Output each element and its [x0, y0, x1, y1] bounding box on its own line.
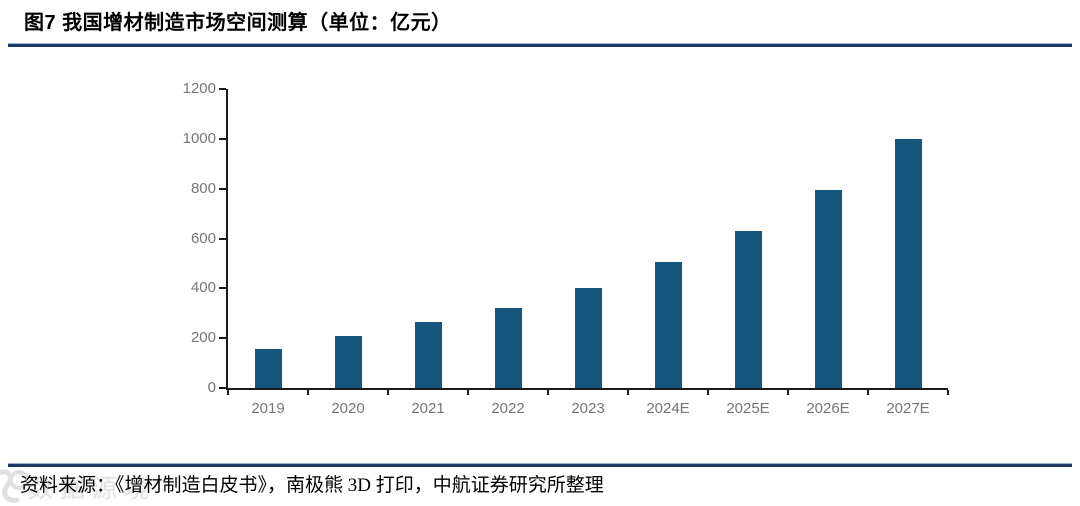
x-tick-label: 2019	[251, 400, 285, 417]
x-tick-mark	[627, 390, 629, 395]
x-tick-label: 2023	[571, 400, 605, 417]
y-tick-mark	[219, 337, 226, 340]
x-tick-label: 2021	[411, 400, 445, 417]
y-tick-label: 1000	[182, 129, 216, 147]
y-tick-mark	[219, 137, 226, 140]
x-tick-mark	[547, 390, 549, 395]
bar-chart: 0 200 400 600 800 1000 1200 2019 2020 2021 2022 202…	[182, 80, 949, 417]
y-tick-mark	[219, 387, 226, 389]
x-tick-mark	[867, 390, 869, 395]
x-tick-mark	[947, 390, 949, 395]
x-tick-label: 2027E	[886, 400, 930, 417]
x-tick-mark	[707, 390, 709, 395]
bar-2026E	[814, 189, 842, 388]
y-tick-label: 400	[190, 279, 216, 297]
x-tick-label: 2026E	[806, 400, 850, 417]
x-tick-mark	[787, 390, 789, 395]
x-tick-mark	[227, 390, 229, 395]
source-note: 资料来源：《增材制造白皮书》，南极熊 3D 打印，中航证券研究所整理	[20, 475, 604, 496]
x-tick-mark	[307, 390, 309, 395]
y-tick-label: 1200	[182, 80, 216, 97]
bar-2027E	[894, 138, 922, 388]
bar-2021	[414, 321, 442, 388]
figure-title: 图7 我国增材制造市场空间测算（单位：亿元）	[24, 12, 452, 34]
x-tick-mark	[387, 390, 389, 395]
y-tick-label: 200	[190, 329, 216, 347]
y-tick-mark	[219, 237, 226, 240]
x-tick-label: 2022	[491, 400, 525, 417]
bar-2024E	[654, 262, 682, 388]
top-divider	[8, 43, 1072, 47]
x-tick-mark	[467, 390, 469, 395]
x-tick-label: 2024E	[646, 400, 690, 417]
bar-2020	[334, 336, 362, 388]
bottom-divider	[8, 463, 1072, 467]
y-tick-mark	[219, 88, 226, 90]
x-axis-line	[226, 388, 948, 390]
bar-2022	[494, 308, 522, 388]
bar-2025E	[734, 231, 762, 388]
bar-2023	[574, 288, 602, 388]
y-tick-label: 800	[190, 179, 216, 197]
y-tick-label: 600	[190, 229, 216, 247]
y-tick-mark	[219, 287, 226, 290]
y-tick-mark	[219, 187, 226, 190]
x-tick-label: 2025E	[726, 400, 770, 417]
y-axis-line	[226, 89, 228, 390]
bar-2019	[254, 349, 282, 388]
x-tick-label: 2020	[331, 400, 365, 417]
y-tick-label: 0	[207, 379, 216, 396]
